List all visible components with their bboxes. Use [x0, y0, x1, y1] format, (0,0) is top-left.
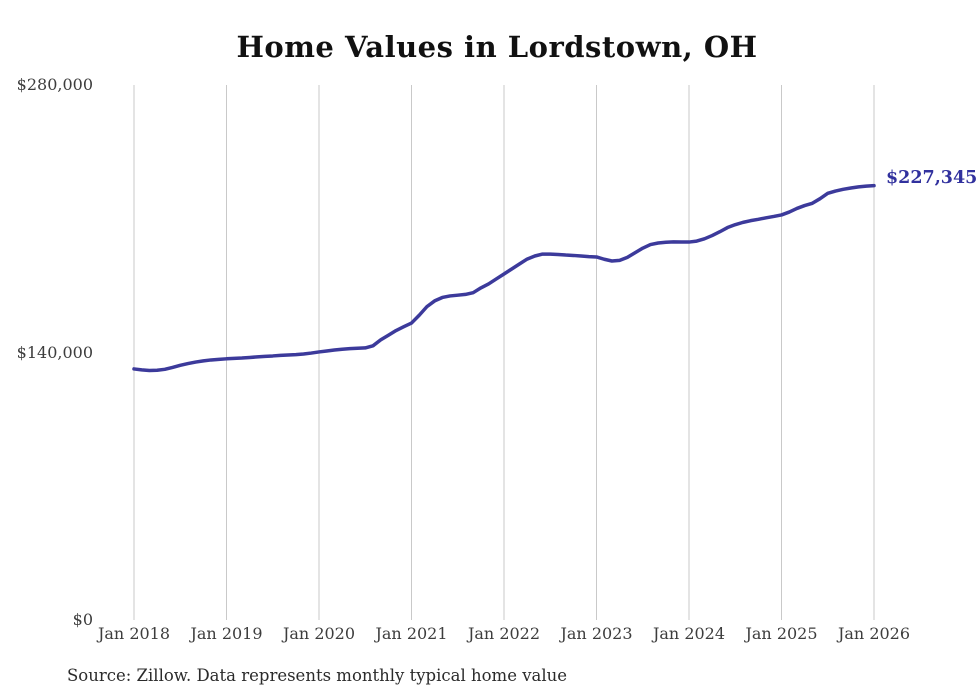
y-tick-label: $140,000	[16, 342, 93, 362]
current-value-label: $227,345	[886, 168, 978, 188]
y-tick-label: $280,000	[16, 75, 93, 94]
x-tick-label: Jan 2021	[375, 624, 448, 643]
x-tick-label: Jan 2025	[745, 624, 818, 643]
x-tick-label: Jan 2019	[190, 624, 263, 643]
x-tick-label: Jan 2026	[837, 624, 911, 643]
source-note: Source: Zillow. Data represents monthly …	[67, 666, 568, 685]
x-tick-label: Jan 2018	[97, 624, 171, 643]
x-tick-label: Jan 2023	[560, 624, 633, 643]
gridlines	[133, 85, 875, 620]
x-tick-label: Jan 2022	[467, 624, 541, 643]
x-tick-label: Jan 2024	[652, 624, 726, 643]
x-tick-label: Jan 2020	[282, 624, 356, 643]
y-tick-label: $0	[72, 610, 93, 629]
home-value-line	[132, 183, 876, 373]
chart-title: Home Values in Lordstown, OH	[236, 30, 758, 64]
